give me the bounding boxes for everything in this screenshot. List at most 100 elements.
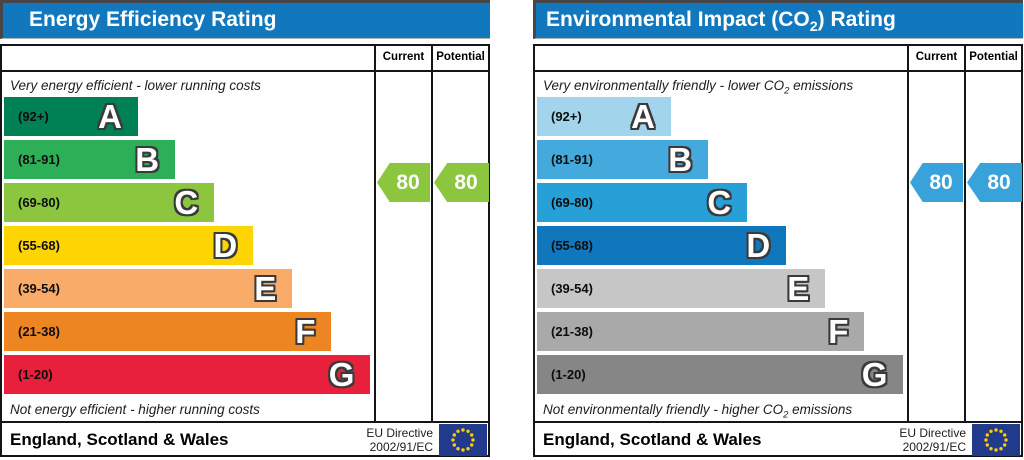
energy-bands: (92+) A (81-91) B (69-80) C (55-68) D (39-54) E (2… — [2, 97, 374, 394]
eu-flag-icon — [972, 424, 1020, 456]
band-row-d: (55-68) D — [535, 226, 907, 265]
co2-top-caption-post: emissions — [789, 78, 854, 93]
co2-table-head: Current Potential — [535, 46, 1021, 72]
band-row-c: (69-80) C — [535, 183, 907, 222]
energy-table-footer: England, Scotland & Wales EU Directive 2… — [2, 421, 488, 457]
band-row-a: (92+) A — [535, 97, 907, 136]
band-bar-g: (1-20) G — [537, 355, 904, 394]
band-row-b: (81-91) B — [2, 140, 374, 179]
co2-potential-header: Potential — [964, 46, 1021, 70]
band-row-f: (21-38) F — [535, 312, 907, 351]
band-row-e: (39-54) E — [2, 269, 374, 308]
co2-current-arrow: 80 — [910, 163, 963, 202]
co2-top-caption-pre: Very environmentally friendly - lower CO — [543, 78, 785, 93]
co2-bands-area: Very environmentally friendly - lower CO… — [535, 72, 907, 421]
co2-top-caption: Very environmentally friendly - lower CO… — [535, 74, 907, 97]
co2-table-body: Very environmentally friendly - lower CO… — [535, 72, 1022, 421]
co2-eu-directive: EU Directive 2002/91/EC — [899, 426, 966, 454]
energy-bottom-caption: Not energy efficient - higher running co… — [10, 402, 260, 417]
band-row-b: (81-91) B — [535, 140, 907, 179]
energy-top-caption: Very energy efficient - lower running co… — [10, 78, 261, 93]
energy-eu-directive: EU Directive 2002/91/EC — [366, 426, 433, 454]
band-letter: C — [707, 184, 732, 221]
band-letter: G — [861, 356, 888, 393]
energy-chart-table: Current Potential Very energy efficient … — [0, 44, 490, 457]
band-row-g: (1-20) G — [2, 355, 374, 394]
co2-current-header: Current — [907, 46, 964, 70]
band-row-d: (55-68) D — [2, 226, 374, 265]
band-bar-d: (55-68) D — [537, 226, 787, 265]
band-range-label: (21-38) — [551, 324, 593, 339]
band-letter: E — [787, 270, 810, 307]
co2-potential-column: 80 — [964, 72, 1022, 421]
band-range-label: (81-91) — [551, 152, 593, 167]
band-range-label: (39-54) — [551, 281, 593, 296]
band-range-label: (81-91) — [18, 152, 60, 167]
band-bar-f: (21-38) F — [537, 312, 865, 351]
band-bar-a: (92+) A — [4, 97, 138, 136]
co2-potential-arrow: 80 — [967, 163, 1022, 202]
co2-chart-title-sub: 2 — [809, 19, 818, 36]
energy-potential-header: Potential — [431, 46, 488, 70]
energy-current-header: Current — [374, 46, 431, 70]
co2-chart-title-post: ) Rating — [817, 8, 896, 31]
co2-current-column: 80 — [907, 72, 964, 421]
band-range-label: (92+) — [551, 109, 582, 124]
band-letter: G — [328, 356, 355, 393]
band-bar-g: (1-20) G — [4, 355, 371, 394]
band-range-label: (21-38) — [18, 324, 60, 339]
band-letter: A — [631, 98, 655, 135]
band-bar-b: (81-91) B — [4, 140, 176, 179]
band-letter: F — [828, 313, 849, 350]
co2-top-caption-sub: 2 — [784, 85, 790, 97]
band-row-f: (21-38) F — [2, 312, 374, 351]
co2-eu-directive-line2: 2002/91/EC — [902, 440, 966, 454]
co2-bands: (92+) A (81-91) B (69-80) C (55-68) D (39-54) E (2… — [535, 97, 907, 394]
energy-eu-directive-line1: EU Directive — [366, 425, 433, 440]
band-range-label: (55-68) — [18, 238, 60, 253]
co2-eu-directive-line1: EU Directive — [899, 425, 966, 440]
co2-bottom-caption-post: emissions — [788, 402, 853, 417]
band-letter: F — [295, 313, 316, 350]
band-range-label: (55-68) — [551, 238, 593, 253]
eu-flag-icon — [439, 424, 487, 456]
band-bar-c: (69-80) C — [537, 183, 748, 222]
energy-chart-title: Energy Efficiency Rating — [0, 0, 490, 39]
co2-chart-table: Current Potential Very environmentally f… — [533, 44, 1023, 457]
energy-current-column: 80 — [374, 72, 431, 421]
band-bar-e: (39-54) E — [4, 269, 293, 308]
energy-potential-arrow: 80 — [434, 163, 489, 202]
band-letter: A — [98, 98, 122, 135]
band-letter: B — [135, 141, 160, 178]
energy-head-spacer — [2, 46, 374, 70]
band-row-g: (1-20) G — [535, 355, 907, 394]
band-range-label: (92+) — [18, 109, 49, 124]
energy-potential-column: 80 — [431, 72, 489, 421]
energy-region-label: England, Scotland & Wales — [10, 430, 229, 449]
energy-efficiency-chart: Energy Efficiency Rating Current Potenti… — [0, 0, 490, 457]
band-range-label: (1-20) — [551, 367, 586, 382]
band-letter: D — [746, 227, 771, 264]
co2-bottom-caption-sub: 2 — [783, 409, 789, 421]
band-bar-e: (39-54) E — [537, 269, 826, 308]
energy-bands-area: Very energy efficient - lower running co… — [2, 72, 374, 421]
band-row-a: (92+) A — [2, 97, 374, 136]
band-range-label: (1-20) — [18, 367, 53, 382]
co2-table-footer: England, Scotland & Wales EU Directive 2… — [535, 421, 1021, 457]
co2-chart-title-pre: Environmental Impact (CO — [546, 8, 810, 31]
band-range-label: (39-54) — [18, 281, 60, 296]
energy-table-head: Current Potential — [2, 46, 488, 72]
co2-bottom-caption-pre: Not environmentally friendly - higher CO — [543, 402, 784, 417]
band-bar-d: (55-68) D — [4, 226, 254, 265]
band-letter: B — [668, 141, 693, 178]
band-letter: E — [254, 270, 277, 307]
environmental-impact-chart: Environmental Impact (CO2) Rating Curren… — [533, 0, 1023, 457]
energy-current-arrow: 80 — [377, 163, 430, 202]
band-bar-f: (21-38) F — [4, 312, 332, 351]
energy-chart-title-text: Energy Efficiency Rating — [29, 8, 277, 31]
band-row-c: (69-80) C — [2, 183, 374, 222]
band-range-label: (69-80) — [551, 195, 593, 210]
co2-bottom-caption: Not environmentally friendly - higher CO… — [535, 398, 907, 421]
energy-eu-directive-line2: 2002/91/EC — [369, 440, 433, 454]
